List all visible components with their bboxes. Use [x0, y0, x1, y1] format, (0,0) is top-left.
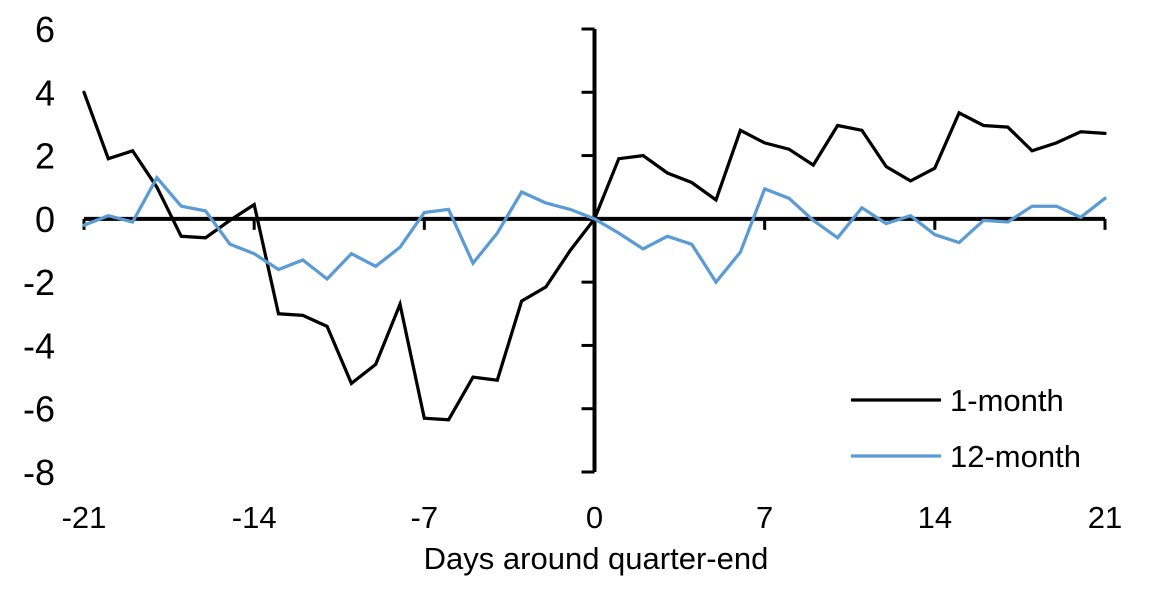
series-lines — [82, 90, 1107, 422]
y-tick-label: -6 — [23, 389, 55, 430]
x-tick-label: -7 — [411, 500, 439, 535]
legend-label-12-month: 12-month — [950, 439, 1081, 474]
y-tick-label: 2 — [35, 136, 55, 177]
y-tick-label: -2 — [23, 262, 55, 303]
x-tick-label: 21 — [1088, 500, 1122, 535]
axes: -21 -14 -7 0 7 14 21 6 4 2 0 -2 -4 -6 -8 — [23, 9, 1122, 535]
x-tick-label: 14 — [918, 500, 952, 535]
y-tick-label: 4 — [35, 72, 55, 113]
y-tick-label: -4 — [23, 325, 55, 366]
legend: 1-month 12-month — [851, 383, 1081, 474]
series-line-12-month — [82, 174, 1107, 285]
y-tick-label: 6 — [35, 9, 55, 50]
y-tick-label: 0 — [35, 199, 55, 240]
y-tick-label: -8 — [23, 452, 55, 493]
x-tick-label: 7 — [756, 500, 773, 535]
x-tick-label: 0 — [586, 500, 603, 535]
x-tick-label: -14 — [232, 500, 277, 535]
x-tick-label: -21 — [62, 500, 107, 535]
x-axis-title: Days around quarter-end — [424, 541, 769, 576]
legend-label-1-month: 1-month — [950, 383, 1064, 418]
